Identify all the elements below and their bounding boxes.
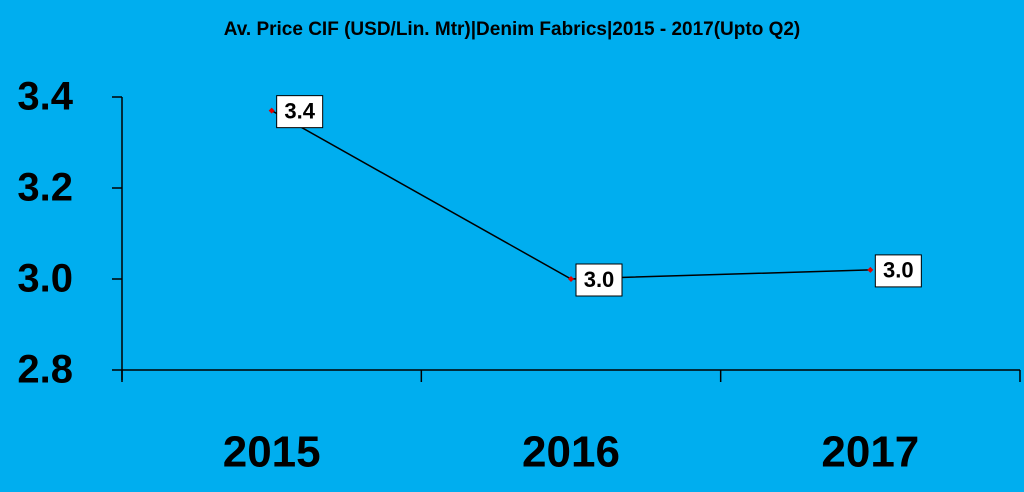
- data-label: 3.4: [284, 98, 315, 123]
- marker: [268, 107, 275, 114]
- data-label: 3.0: [584, 267, 615, 292]
- y-tick-label: 3.2: [17, 166, 73, 210]
- data-label: 3.0: [883, 258, 914, 283]
- y-tick-label: 3.4: [17, 75, 73, 119]
- x-tick-label: 2016: [522, 428, 620, 477]
- x-tick-label: 2015: [223, 428, 321, 477]
- x-tick-label: 2017: [821, 428, 919, 477]
- data-label-box: [276, 95, 324, 129]
- data-label-box: [575, 263, 623, 297]
- marker: [568, 276, 574, 282]
- chart-title: Av. Price CIF (USD/Lin. Mtr)|Denim Fabri…: [224, 19, 801, 40]
- marker: [867, 266, 874, 273]
- y-tick-label: 3.0: [17, 257, 73, 301]
- y-tick-label: 2.8: [17, 348, 73, 392]
- data-label-box: [874, 254, 922, 288]
